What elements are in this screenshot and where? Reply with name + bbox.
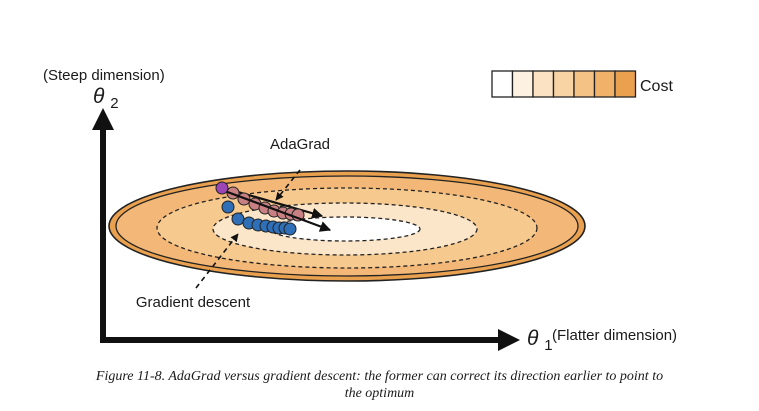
adagrad-leader bbox=[275, 169, 301, 201]
x-axis-symbol: θ 1 bbox=[527, 327, 553, 354]
start-point bbox=[215, 181, 229, 195]
cost-swatch bbox=[552, 70, 575, 98]
cost-legend-label: Cost bbox=[640, 78, 673, 95]
gradient-descent-direction-arrow bbox=[221, 188, 332, 232]
gradient-descent-label: Gradient descent bbox=[136, 294, 251, 311]
x-axis-theta: θ bbox=[527, 327, 539, 350]
y-axis-theta: θ bbox=[93, 85, 105, 108]
cost-swatch bbox=[491, 70, 514, 98]
adagrad-label: AdaGrad bbox=[270, 136, 330, 153]
y-axis-note: (Steep dimension) bbox=[43, 67, 165, 84]
y-axis-subscript: 2 bbox=[110, 95, 118, 112]
caption-line-1: Figure 11-8. AdaGrad versus gradient des… bbox=[95, 369, 664, 384]
cost-swatch bbox=[511, 70, 534, 98]
gradient-descent-leader bbox=[195, 233, 239, 289]
x-axis-subscript: 1 bbox=[544, 337, 552, 354]
adagrad-direction-arrow bbox=[223, 186, 324, 219]
cost-swatch bbox=[573, 70, 596, 98]
gradient-descent-path bbox=[221, 188, 332, 236]
cost-swatch bbox=[614, 70, 637, 98]
y-axis-arrowhead bbox=[92, 108, 114, 130]
cost-legend: Cost bbox=[491, 70, 673, 98]
caption-line-2: the optimum bbox=[344, 386, 415, 401]
gd-point bbox=[231, 212, 245, 226]
cost-contours bbox=[108, 170, 586, 282]
cost-legend-swatches bbox=[491, 70, 637, 98]
cost-swatch bbox=[532, 70, 555, 98]
x-axis-arrowhead bbox=[498, 329, 520, 351]
y-axis-symbol: θ 2 bbox=[93, 85, 119, 112]
cost-swatch bbox=[593, 70, 616, 98]
axes bbox=[92, 108, 520, 351]
x-axis-note: (Flatter dimension) bbox=[552, 327, 677, 344]
gd-point bbox=[283, 222, 297, 236]
figure-diagram: AdaGrad Gradient descent (Steep dimensio… bbox=[43, 67, 677, 354]
gd-point bbox=[221, 200, 235, 214]
figure-caption: Figure 11-8. AdaGrad versus gradient des… bbox=[0, 368, 759, 402]
